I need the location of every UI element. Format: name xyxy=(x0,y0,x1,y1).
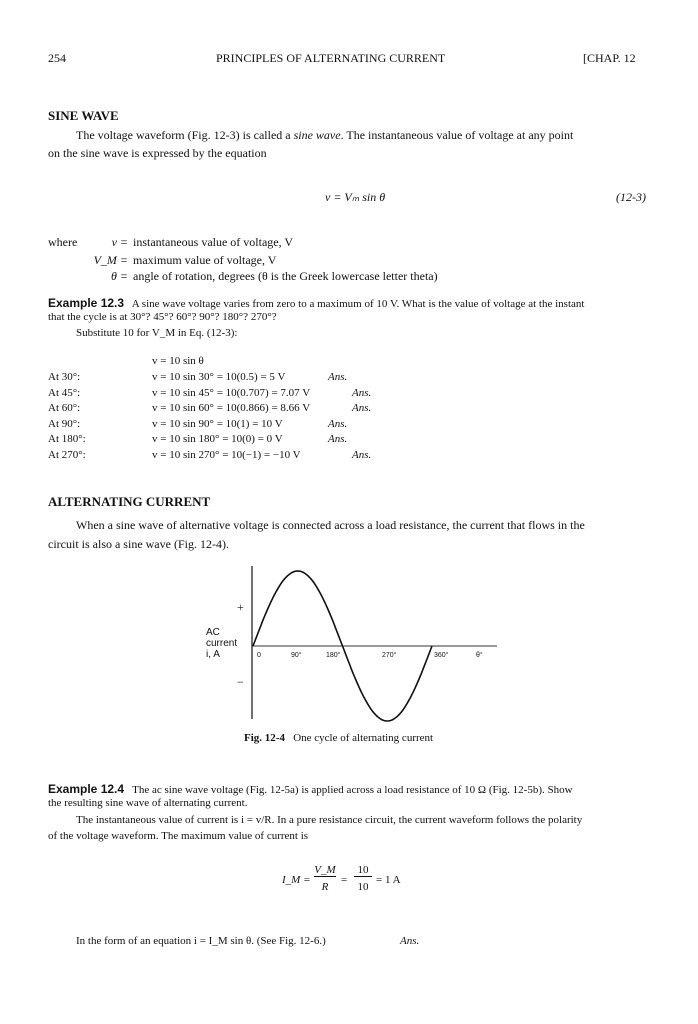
angle-label: At 180°: xyxy=(48,433,86,446)
equation-lhs: I_M = xyxy=(282,874,311,886)
math-line: v = 10 sin 60° = 10(0.866) = 8.66 V xyxy=(152,402,311,415)
def-text: maximum value of voltage, V xyxy=(133,253,277,267)
math-line: v = 10 sin θ xyxy=(152,355,204,367)
example-line: The instantaneous value of current is i … xyxy=(76,814,583,826)
tick-label: 180° xyxy=(326,652,341,659)
equation-rhs: = 1 A xyxy=(376,874,401,886)
answer-label: Ans. xyxy=(352,386,372,399)
example-line: Example 12.4 The ac sine wave voltage (F… xyxy=(48,782,573,796)
page-number: 254 xyxy=(48,51,66,65)
chapter-label: [CHAP. 12 xyxy=(583,51,636,65)
example-line: In the form of an equation i = I_M sin θ… xyxy=(76,935,326,947)
equation: v = Vₘ sin θ xyxy=(325,190,386,204)
equation-number: (12-3) xyxy=(616,190,646,204)
angle-label: At 270°: xyxy=(48,449,86,461)
paragraph: circuit is also a sine wave (Fig. 12-4). xyxy=(48,537,229,551)
fraction-numerator: 10 xyxy=(354,864,372,877)
figure-caption: Fig. 12-4 One cycle of alternating curre… xyxy=(244,732,434,744)
answer-label: Ans. xyxy=(328,433,348,446)
answer-label: Ans. xyxy=(400,935,420,947)
def-symbol: θ = xyxy=(111,269,128,283)
fraction-denominator: 10 xyxy=(357,881,369,893)
angle-label: At 30°: xyxy=(48,371,81,383)
example-line: Example 12.3 A sine wave voltage varies … xyxy=(48,296,585,310)
answer-label: Ans. xyxy=(328,371,348,383)
minus-sign: − xyxy=(237,675,244,689)
equals: = xyxy=(341,874,348,886)
section-heading: SINE WAVE xyxy=(48,108,119,123)
paragraph: When a sine wave of alternative voltage … xyxy=(76,518,585,532)
y-axis-label: AC current i, A xyxy=(206,627,238,660)
answer-label: Ans. xyxy=(352,449,372,461)
tick-label: 90° xyxy=(291,652,302,659)
def-text: angle of rotation, degrees (θ is the Gre… xyxy=(133,269,438,283)
math-line: v = 10 sin 270° = 10(−1) = −10 V xyxy=(152,449,301,461)
def-symbol: V_M = xyxy=(93,253,128,267)
tick-label: θ° xyxy=(476,652,483,659)
answer-label: Ans. xyxy=(328,417,348,430)
example-line: Substitute 10 for V_M in Eq. (12-3): xyxy=(76,327,238,339)
example-line: that the cycle is at 30°? 45°? 60°? 90°?… xyxy=(48,311,277,323)
running-title: PRINCIPLES OF ALTERNATING CURRENT xyxy=(216,51,446,65)
example-line: of the voltage waveform. The maximum val… xyxy=(48,830,309,842)
tick-label: 360° xyxy=(434,652,449,659)
fraction-denominator: R xyxy=(321,881,329,893)
def-text: instantaneous value of voltage, V xyxy=(133,235,294,249)
where-label: where xyxy=(48,235,78,249)
answer-label: Ans. xyxy=(352,402,372,415)
def-symbol: v = xyxy=(111,235,128,249)
math-line: v = 10 sin 45° = 10(0.707) = 7.07 V xyxy=(152,386,311,399)
math-line: v = 10 sin 180° = 10(0) = 0 V xyxy=(152,433,283,446)
math-line: v = 10 sin 30° = 10(0.5) = 5 V xyxy=(152,371,286,383)
fraction-numerator: V_M xyxy=(314,864,336,877)
tick-label: 0 xyxy=(257,652,261,659)
angle-label: At 90°: xyxy=(48,417,81,430)
paragraph: The voltage waveform (Fig. 12-3) is call… xyxy=(76,128,574,142)
math-line: v = 10 sin 90° = 10(1) = 10 V xyxy=(152,417,283,430)
plus-sign: + xyxy=(237,600,244,614)
current-waveform xyxy=(252,570,433,722)
angle-label: At 45°: xyxy=(48,386,81,399)
paragraph: on the sine wave is expressed by the equ… xyxy=(48,146,267,160)
section-heading: ALTERNATING CURRENT xyxy=(48,494,211,509)
tick-label: 270° xyxy=(382,652,397,659)
angle-label: At 60°: xyxy=(48,402,81,415)
example-line: the resulting sine wave of alternating c… xyxy=(48,797,248,809)
